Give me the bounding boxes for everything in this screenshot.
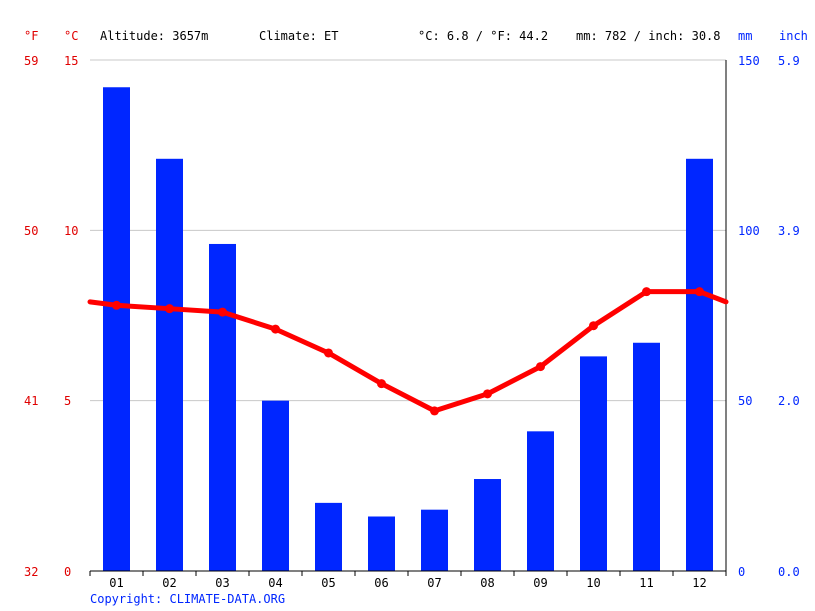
left-axis-labels: 59 50 41 32 15 10 5 0 <box>24 54 78 579</box>
month-label: 11 <box>639 576 653 590</box>
c-tick-label: 15 <box>64 54 78 68</box>
axes <box>90 60 727 572</box>
temperature-point <box>165 304 174 314</box>
inch-tick-label: 0.0 <box>778 565 800 579</box>
month-label: 03 <box>215 576 229 590</box>
month-label: 02 <box>162 576 176 590</box>
mm-tick-label: 150 <box>738 54 760 68</box>
temperature-point <box>642 287 651 297</box>
precipitation-bar <box>633 342 660 571</box>
climate-label: Climate: ET <box>259 29 338 43</box>
temperature-point <box>218 307 227 317</box>
precipitation-bar <box>315 502 342 571</box>
x-ticks: 01 02 03 04 05 06 07 08 09 10 11 12 <box>89 571 727 590</box>
month-label: 05 <box>321 576 335 590</box>
precipitation-bar <box>527 431 554 571</box>
c-tick-label: 0 <box>64 565 71 579</box>
unit-inch: inch <box>779 29 808 43</box>
precipitation-bar <box>209 243 236 571</box>
gridlines <box>90 59 726 402</box>
precipitation-bar <box>368 516 395 571</box>
inch-tick-label: 5.9 <box>778 54 800 68</box>
right-axis-labels: 150 100 50 0 5.9 3.9 2.0 0.0 <box>738 54 800 579</box>
inch-tick-label: 3.9 <box>778 224 800 238</box>
copyright-label: Copyright: CLIMATE-DATA.ORG <box>90 592 285 606</box>
temperature-point <box>271 324 280 334</box>
month-label: 01 <box>109 576 123 590</box>
precipitation-bar <box>421 509 448 571</box>
precipitation-bar <box>156 158 183 571</box>
temperature-point <box>324 348 333 358</box>
temperature-line <box>87 287 729 416</box>
unit-fahrenheit: °F <box>24 29 38 43</box>
c-tick-label: 10 <box>64 224 78 238</box>
f-tick-label: 50 <box>24 224 38 238</box>
month-label: 07 <box>427 576 441 590</box>
precipitation-bar <box>103 87 130 572</box>
temperature-point <box>483 389 492 399</box>
month-label: 12 <box>692 576 706 590</box>
precipitation-bar <box>686 158 713 571</box>
precipitation-bar <box>474 479 501 571</box>
month-label: 04 <box>268 576 282 590</box>
temperature-point <box>536 362 545 372</box>
precipitation-bar <box>262 400 289 571</box>
inch-tick-label: 2.0 <box>778 394 800 408</box>
precipitation-total: mm: 782 / inch: 30.8 <box>576 29 721 43</box>
unit-celsius: °C <box>64 29 78 43</box>
precipitation-bar <box>580 356 607 571</box>
mm-tick-label: 100 <box>738 224 760 238</box>
c-tick-label: 5 <box>64 394 71 408</box>
temperature-point <box>112 300 121 310</box>
month-label: 09 <box>533 576 547 590</box>
f-tick-label: 59 <box>24 54 38 68</box>
month-label: 10 <box>586 576 600 590</box>
f-tick-label: 32 <box>24 565 38 579</box>
temperature-point <box>589 321 598 331</box>
header: °F °C Altitude: 3657m Climate: ET °C: 6.… <box>24 29 808 43</box>
temperature-point <box>695 287 704 297</box>
altitude-label: Altitude: 3657m <box>100 29 208 43</box>
unit-mm: mm <box>738 29 752 43</box>
temperature-point <box>377 379 386 389</box>
temperature-point <box>430 406 439 416</box>
mm-tick-label: 50 <box>738 394 752 408</box>
month-label: 06 <box>374 576 388 590</box>
temperature-line-path <box>87 289 729 414</box>
mm-tick-label: 0 <box>738 565 745 579</box>
f-tick-label: 41 <box>24 394 38 408</box>
month-label: 08 <box>480 576 494 590</box>
temperature-average: °C: 6.8 / °F: 44.2 <box>418 29 548 43</box>
precipitation-bars <box>103 87 713 572</box>
